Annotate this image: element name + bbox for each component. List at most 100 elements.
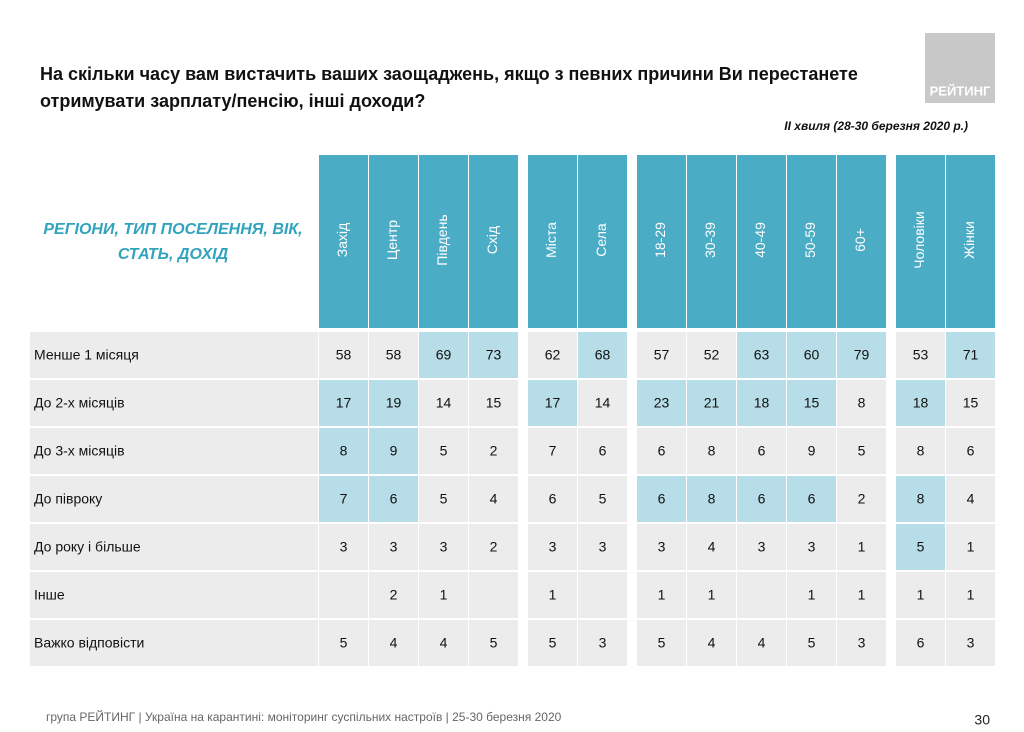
row-label: До року і більше [34,539,141,555]
cell-value: 1 [549,587,557,603]
cell [687,620,736,666]
highlighted-cell [837,332,886,378]
cell-value: 5 [917,539,925,555]
row-label: До 3-х місяців [34,443,125,459]
cell [946,380,995,426]
cell [578,524,627,570]
row-label-cell [30,428,318,474]
cell-value: 6 [808,491,816,507]
cell-value: 15 [963,395,979,411]
cell-value: 3 [599,539,607,555]
column-header [369,155,418,328]
cell-value: 14 [436,395,452,411]
cell-value: 8 [708,443,716,459]
cell [837,476,886,522]
logo: РЕЙТИНГ [930,83,991,98]
highlighted-cell [737,332,786,378]
cell-value: 7 [549,443,557,459]
highlighted-cell [369,380,418,426]
cell-value: 3 [858,635,866,651]
cell-value: 6 [917,635,925,651]
cell-value: 6 [658,443,666,459]
cell [687,332,736,378]
cell-value: 3 [758,539,766,555]
cell-value: 5 [808,635,816,651]
cell [528,620,577,666]
cell-value: 9 [390,443,398,459]
cell-value: 4 [440,635,448,651]
cell-value: 58 [386,347,402,363]
cell [419,476,468,522]
cell-value: 18 [913,395,929,411]
cell [946,620,995,666]
footer: група РЕЙТИНГ | Україна на карантині: мо… [46,709,562,724]
highlighted-cell [787,476,836,522]
cell-value: 3 [808,539,816,555]
cell [687,572,736,618]
highlighted-cell [637,380,686,426]
cell-value: 3 [390,539,398,555]
cell [578,476,627,522]
cell [787,620,836,666]
column-header [787,155,836,328]
highlighted-cell [896,380,945,426]
row-label-cell [30,572,318,618]
cell [687,428,736,474]
cell [419,620,468,666]
cell-value: 4 [708,635,716,651]
highlighted-cell [578,332,627,378]
cell-value: 1 [967,587,975,603]
cell [737,428,786,474]
cell [419,572,468,618]
cell [637,332,686,378]
cell [369,524,418,570]
cell-value: 8 [917,491,925,507]
column-label: 40-49 [752,222,768,258]
cell-value: 5 [658,635,666,651]
cell-value: 52 [704,347,720,363]
cell-value: 23 [654,395,670,411]
cell [946,428,995,474]
cell-value: 60 [804,347,820,363]
cell [578,380,627,426]
cell [637,428,686,474]
cell-value: 4 [390,635,398,651]
column-label: Жінки [961,221,977,259]
cell-value: 3 [440,539,448,555]
cell-value: 3 [599,635,607,651]
highlighted-cell [369,428,418,474]
column-header [896,155,945,328]
cell [578,428,627,474]
cell [469,620,518,666]
cell-value: 5 [490,635,498,651]
title-line: отримувати зарплату/пенсію, інші доходи? [40,91,425,111]
cell-value: 1 [440,587,448,603]
highlighted-cell [319,380,368,426]
cell-value: 6 [549,491,557,507]
cell-value: 3 [658,539,666,555]
highlighted-cell [637,476,686,522]
column-label: Центр [384,220,400,260]
cell-value: 68 [595,347,611,363]
cell-value: 6 [967,443,975,459]
subtitle: ІІ хвиля (28-30 березня 2020 р.) [784,119,968,133]
highlighted-cell [369,476,418,522]
highlighted-cell [787,380,836,426]
cell [578,620,627,666]
cell-value: 57 [654,347,670,363]
cell [419,428,468,474]
cell-value: 5 [549,635,557,651]
highlighted-cell [319,428,368,474]
cell [896,428,945,474]
cell-value: 8 [858,395,866,411]
cell-value: 4 [708,539,716,555]
column-header [469,155,518,328]
column-label: Чоловіки [911,211,927,268]
column-header [528,155,577,328]
cell [687,524,736,570]
cell [787,428,836,474]
cell [419,380,468,426]
cell-value: 53 [913,347,929,363]
cell [896,332,945,378]
